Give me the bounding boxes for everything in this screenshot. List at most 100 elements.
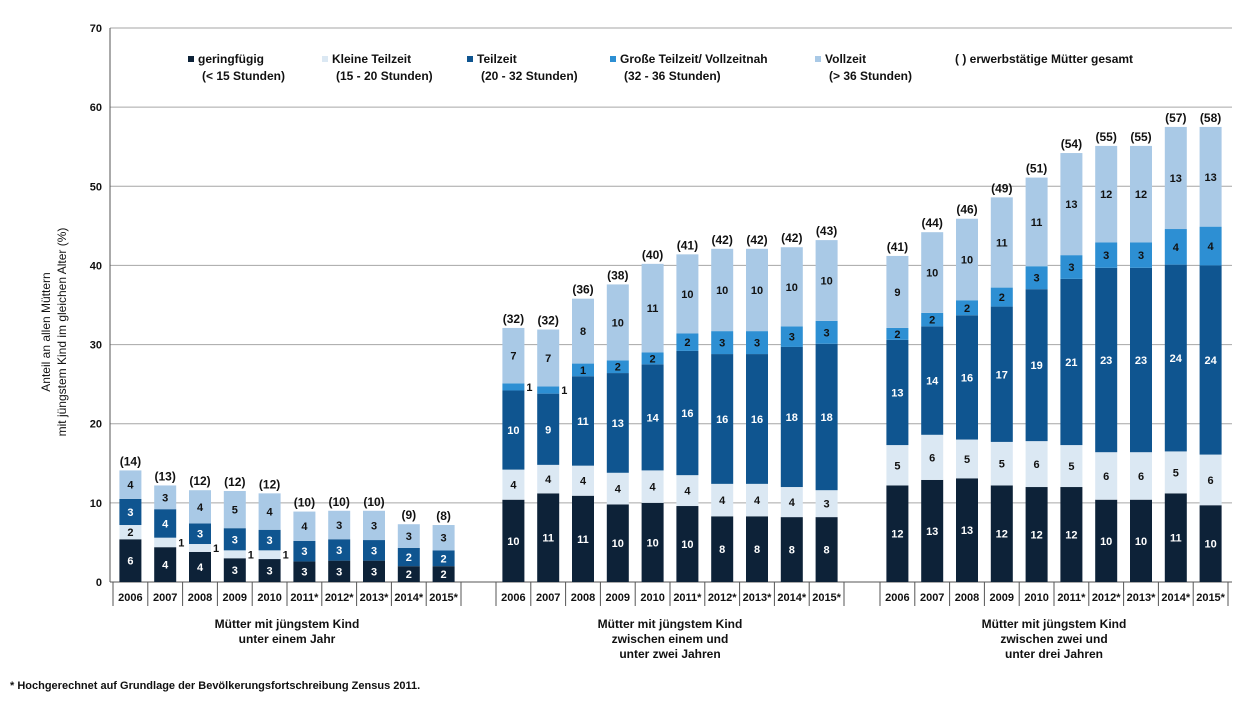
segment-value-label: 7 (510, 351, 516, 363)
segment-value-label: 2 (406, 552, 412, 564)
y-tick-label: 50 (90, 181, 102, 193)
segment-value-label: 3 (336, 545, 342, 557)
bar-segment-3 (711, 354, 734, 484)
segment-value-label: 3 (371, 520, 377, 532)
bar-segment-5 (606, 284, 629, 361)
segment-value-label: 13 (926, 526, 938, 538)
bars: 6234(14)4143(13)4134(12)3135(12)3134(12)… (119, 111, 1222, 582)
bar-total-label: (12) (189, 474, 210, 488)
segment-value-label: 8 (754, 544, 760, 556)
segment-value-label: 10 (681, 539, 693, 551)
segment-value-label: 13 (1065, 199, 1077, 211)
bar-segment-2 (154, 537, 177, 548)
bar-segment-3 (886, 339, 909, 446)
bar-segment-5 (572, 298, 594, 364)
segment-value-label: 9 (545, 424, 551, 436)
segment-value-label: 4 (754, 495, 761, 507)
legend-label: ( ) erwerbstätige Mütter gesamt (955, 52, 1133, 66)
bar-total-label: (42) (746, 233, 767, 247)
segment-value-label: 3 (336, 520, 342, 532)
segment-value-label: 2 (615, 362, 621, 374)
bar-segment-3 (1095, 267, 1118, 453)
bar-segment-5 (780, 247, 803, 327)
bar-segment-4 (746, 331, 768, 355)
segment-value-label: 5 (964, 454, 970, 466)
segment-value-label: 3 (127, 507, 133, 519)
segment-value-label: 2 (441, 553, 447, 565)
segment-value-label: 17 (996, 369, 1008, 381)
group-label-line: Mütter mit jüngstem Kind (598, 617, 743, 631)
segment-value-label: 3 (162, 492, 168, 504)
bar-segment-3 (432, 550, 455, 567)
bar-total-label: (10) (329, 495, 350, 509)
segment-value-label: 3 (267, 566, 273, 578)
legend-sublabel: (32 - 36 Stunden) (624, 69, 721, 83)
bar-segment-1 (189, 551, 211, 582)
bar-total-label: (42) (781, 231, 802, 245)
bar-segment-1 (397, 566, 420, 582)
segment-value-label: 3 (719, 338, 725, 350)
segment-value-label: 10 (820, 275, 832, 287)
bar-segment-2 (921, 434, 944, 480)
legend-label: Kleine Teilzeit (332, 52, 411, 66)
bar-segment-1 (154, 547, 177, 582)
segment-value-label: 5 (999, 459, 1005, 471)
legend-sublabel: (< 15 Stunden) (202, 69, 285, 83)
segment-value-label: 2 (929, 315, 935, 327)
bar-segment-4 (606, 360, 629, 374)
bar-segment-2 (537, 464, 560, 494)
segment-value-label: 1 (580, 365, 586, 377)
bar-segment-3 (119, 498, 142, 526)
x-category-label: 2008 (188, 592, 212, 604)
segment-value-label: 4 (197, 502, 204, 514)
bar-segment-2 (119, 525, 142, 540)
segment-value-label: 2 (684, 337, 690, 349)
segment-value-label: 3 (1068, 262, 1074, 274)
bar-total-label: (55) (1130, 130, 1151, 144)
x-category-label: 2015* (1196, 592, 1225, 604)
bar-segment-5 (641, 263, 664, 353)
bar-segment-3 (1164, 264, 1187, 452)
bar-segment-3 (397, 547, 420, 567)
bar-segment-5 (328, 510, 351, 540)
segment-value-label: 3 (232, 534, 238, 546)
legend-sublabel: (20 - 32 Stunden) (481, 69, 578, 83)
bar-segment-3 (154, 509, 177, 538)
bar-segment-1 (119, 539, 142, 582)
bar-segment-2 (956, 439, 978, 479)
legend-label: Große Teilzeit/ Vollzeitnah (620, 52, 768, 66)
bar-segment-1 (258, 559, 281, 582)
segment-value-label: 2 (406, 569, 412, 581)
bar-segment-5 (886, 255, 909, 328)
segment-value-label: 3 (824, 499, 830, 511)
y-axis-title-line1: Anteil an allen Müttern (39, 272, 53, 391)
segment-value-label: 23 (1135, 355, 1147, 367)
x-category-label: 2006 (885, 592, 909, 604)
segment-value-label: 1 (526, 382, 532, 394)
y-axis-ticks: 0 10 20 30 40 50 60 70 (90, 23, 102, 589)
bar-total-label: (43) (816, 224, 837, 238)
segment-value-label: 4 (545, 474, 552, 486)
segment-value-label: 10 (716, 285, 728, 297)
bar-segment-3 (537, 393, 560, 465)
segment-value-label: 16 (681, 408, 693, 420)
segment-value-label: 10 (961, 254, 973, 266)
bar-segment-2 (815, 490, 838, 518)
bar-segment-2 (1199, 454, 1222, 506)
segment-value-label: 4 (301, 521, 308, 533)
bar-group-3: 12 5 13 2 9 (41) 13 6 14 2 10 (44) 13 5 16 2 10 (46) 12 5 17… (886, 111, 1222, 582)
bar-segment-2 (1164, 451, 1187, 494)
bar-segment-1 (1025, 487, 1048, 582)
legend: geringfügig (< 15 Stunden) Kleine Teilzeit… (188, 52, 1133, 83)
bar-segment-5 (189, 490, 211, 524)
segment-value-label: 4 (684, 486, 691, 498)
segment-value-label: 23 (1100, 355, 1112, 367)
bar-total-label: (32) (538, 314, 559, 328)
legend-sublabel: (> 36 Stunden) (829, 69, 912, 83)
segment-value-label: 2 (964, 303, 970, 315)
bar-segment-3 (676, 350, 699, 476)
bar-total-label: (58) (1200, 111, 1221, 125)
bar-segment-5 (258, 493, 281, 530)
bar-segment-4 (1095, 242, 1118, 268)
bar-segment-1 (1164, 493, 1187, 582)
